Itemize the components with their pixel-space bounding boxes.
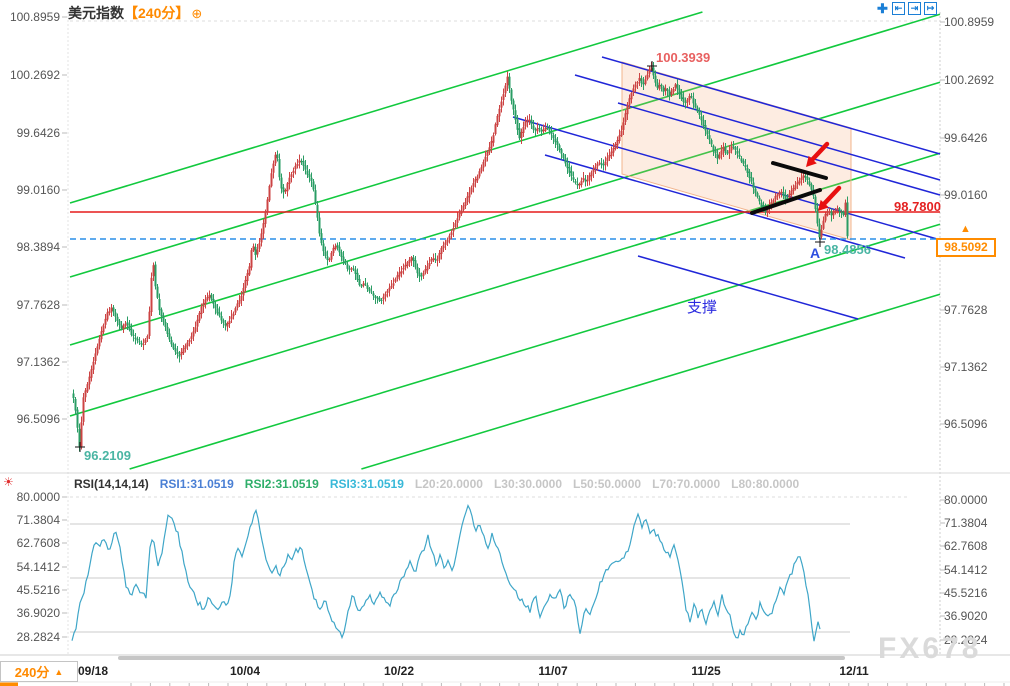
date-label: 11/07 — [538, 664, 568, 678]
rsi-line — [71, 504, 821, 642]
axis-label: 62.7608 — [16, 536, 60, 550]
axis-label: 45.5216 — [16, 583, 60, 597]
axis-label: 80.0000 — [944, 493, 988, 507]
axis-label: 62.7608 — [944, 539, 988, 553]
timeframe-up-arrow-icon: ▲ — [54, 666, 64, 677]
black-trend-segments — [750, 161, 828, 215]
crosshair-move-icon[interactable]: ✚ — [876, 1, 889, 16]
descending-channel-zone — [621, 61, 852, 241]
axis-label: 100.2692 — [9, 68, 60, 82]
axis-label: 99.6426 — [944, 131, 988, 145]
fit-chart-left-icon[interactable]: ⇤ — [892, 2, 905, 15]
axis-label: 97.7628 — [16, 298, 60, 312]
pane-borders — [0, 12, 1010, 683]
axis-label: 98.3894 — [16, 240, 60, 254]
axis-ticks — [62, 16, 945, 641]
blue-trend-lines — [512, 56, 941, 320]
start-low-label: 96.2109 — [84, 448, 131, 463]
axis-label: 71.3804 — [16, 513, 60, 527]
axis-label: 28.2824 — [944, 633, 988, 647]
axis-label: 100.8959 — [9, 10, 60, 24]
add-indicator-icon[interactable]: ⊕ — [191, 6, 203, 21]
gridlines — [70, 20, 940, 633]
axis-label: 71.3804 — [944, 516, 988, 530]
rsi-header-item: L20:20.0000 — [414, 477, 483, 491]
rsi-header-item: L80:80.0000 — [731, 477, 800, 491]
axis-label: 36.9020 — [16, 606, 60, 620]
axis-label: 100.2692 — [944, 73, 995, 87]
swing-high-label: 100.3939 — [656, 50, 711, 65]
axis-label: 99.0160 — [944, 188, 988, 202]
axis-label: 45.5216 — [944, 586, 988, 600]
axis-label: 99.0160 — [16, 183, 60, 197]
pan-to-latest-icon[interactable]: ↦ — [924, 2, 937, 15]
rsi-header-item: L30:30.0000 — [493, 477, 563, 491]
axis-label: 96.5096 — [944, 417, 988, 431]
axis-label: 28.2824 — [16, 630, 60, 644]
axis-label: 100.8959 — [944, 15, 995, 29]
arrow-a-marker: A — [810, 245, 821, 261]
cross-markers — [75, 61, 825, 452]
resistance-price-label: 98.7800 — [894, 199, 941, 214]
candles-layer — [72, 62, 849, 452]
date-label: 10/22 — [383, 664, 415, 678]
axis-label: 99.6426 — [16, 126, 60, 140]
rsi-header-item: RSI1:31.0519 — [159, 477, 234, 491]
watermark: FX678 — [878, 632, 982, 665]
date-label: 11/25 — [691, 664, 721, 678]
bottom-ruler — [0, 682, 1005, 686]
axis-label: 80.0000 — [16, 490, 60, 504]
rsi-header-item: L50:50.0000 — [573, 477, 642, 491]
support-text-label: 支撑 — [687, 299, 718, 316]
timeframe-selector[interactable]: 240分 ▲ — [0, 661, 78, 682]
date-label: 09/18 — [77, 664, 109, 678]
recent-low-label: 98.4856 — [824, 242, 871, 257]
price-marker-triangle-icon: ▲ — [960, 223, 971, 235]
timeframe-label: 【240分】 — [124, 5, 190, 21]
axis-label: 97.1362 — [944, 360, 988, 374]
axis-label: 54.1412 — [16, 560, 60, 574]
level-lines — [70, 211, 940, 240]
symbol-name: 美元指数 — [68, 5, 124, 21]
rsi-header-item: RSI2:31.0519 — [244, 477, 319, 491]
red-arrows — [806, 141, 842, 211]
axis-label: 97.7628 — [944, 303, 988, 317]
last-price-box: 98.5092 — [936, 238, 996, 257]
date-label: 10/04 — [229, 664, 261, 678]
axis-label: 36.9020 — [944, 609, 988, 623]
chart-title: 美元指数【240分】 ⊕ — [68, 3, 202, 23]
rsi-header: RSI(14,14,14) RSI1:31.0519 RSI2:31.0519 RSI… — [74, 477, 810, 491]
chart-toolbar: ✚ ⇤ ⇥ ↦ — [876, 2, 937, 15]
axis-label: 54.1412 — [944, 563, 988, 577]
rsi-header-item: RSI3:31.0519 — [329, 477, 404, 491]
rsi-header-item: L70:70.0000 — [652, 477, 721, 491]
timeframe-value: 240分 — [14, 665, 50, 680]
rsi-settings-icon[interactable]: ☀ — [3, 475, 14, 489]
green-trend-channel — [69, 11, 941, 470]
fit-chart-right-icon[interactable]: ⇥ — [908, 2, 921, 15]
horizontal-scrollbar-thumb[interactable] — [118, 656, 845, 660]
axis-label: 96.5096 — [16, 412, 60, 426]
rsi-header-item: RSI(14,14,14) — [74, 477, 149, 491]
date-label: 12/11 — [839, 664, 869, 678]
axis-label: 97.1362 — [16, 355, 60, 369]
